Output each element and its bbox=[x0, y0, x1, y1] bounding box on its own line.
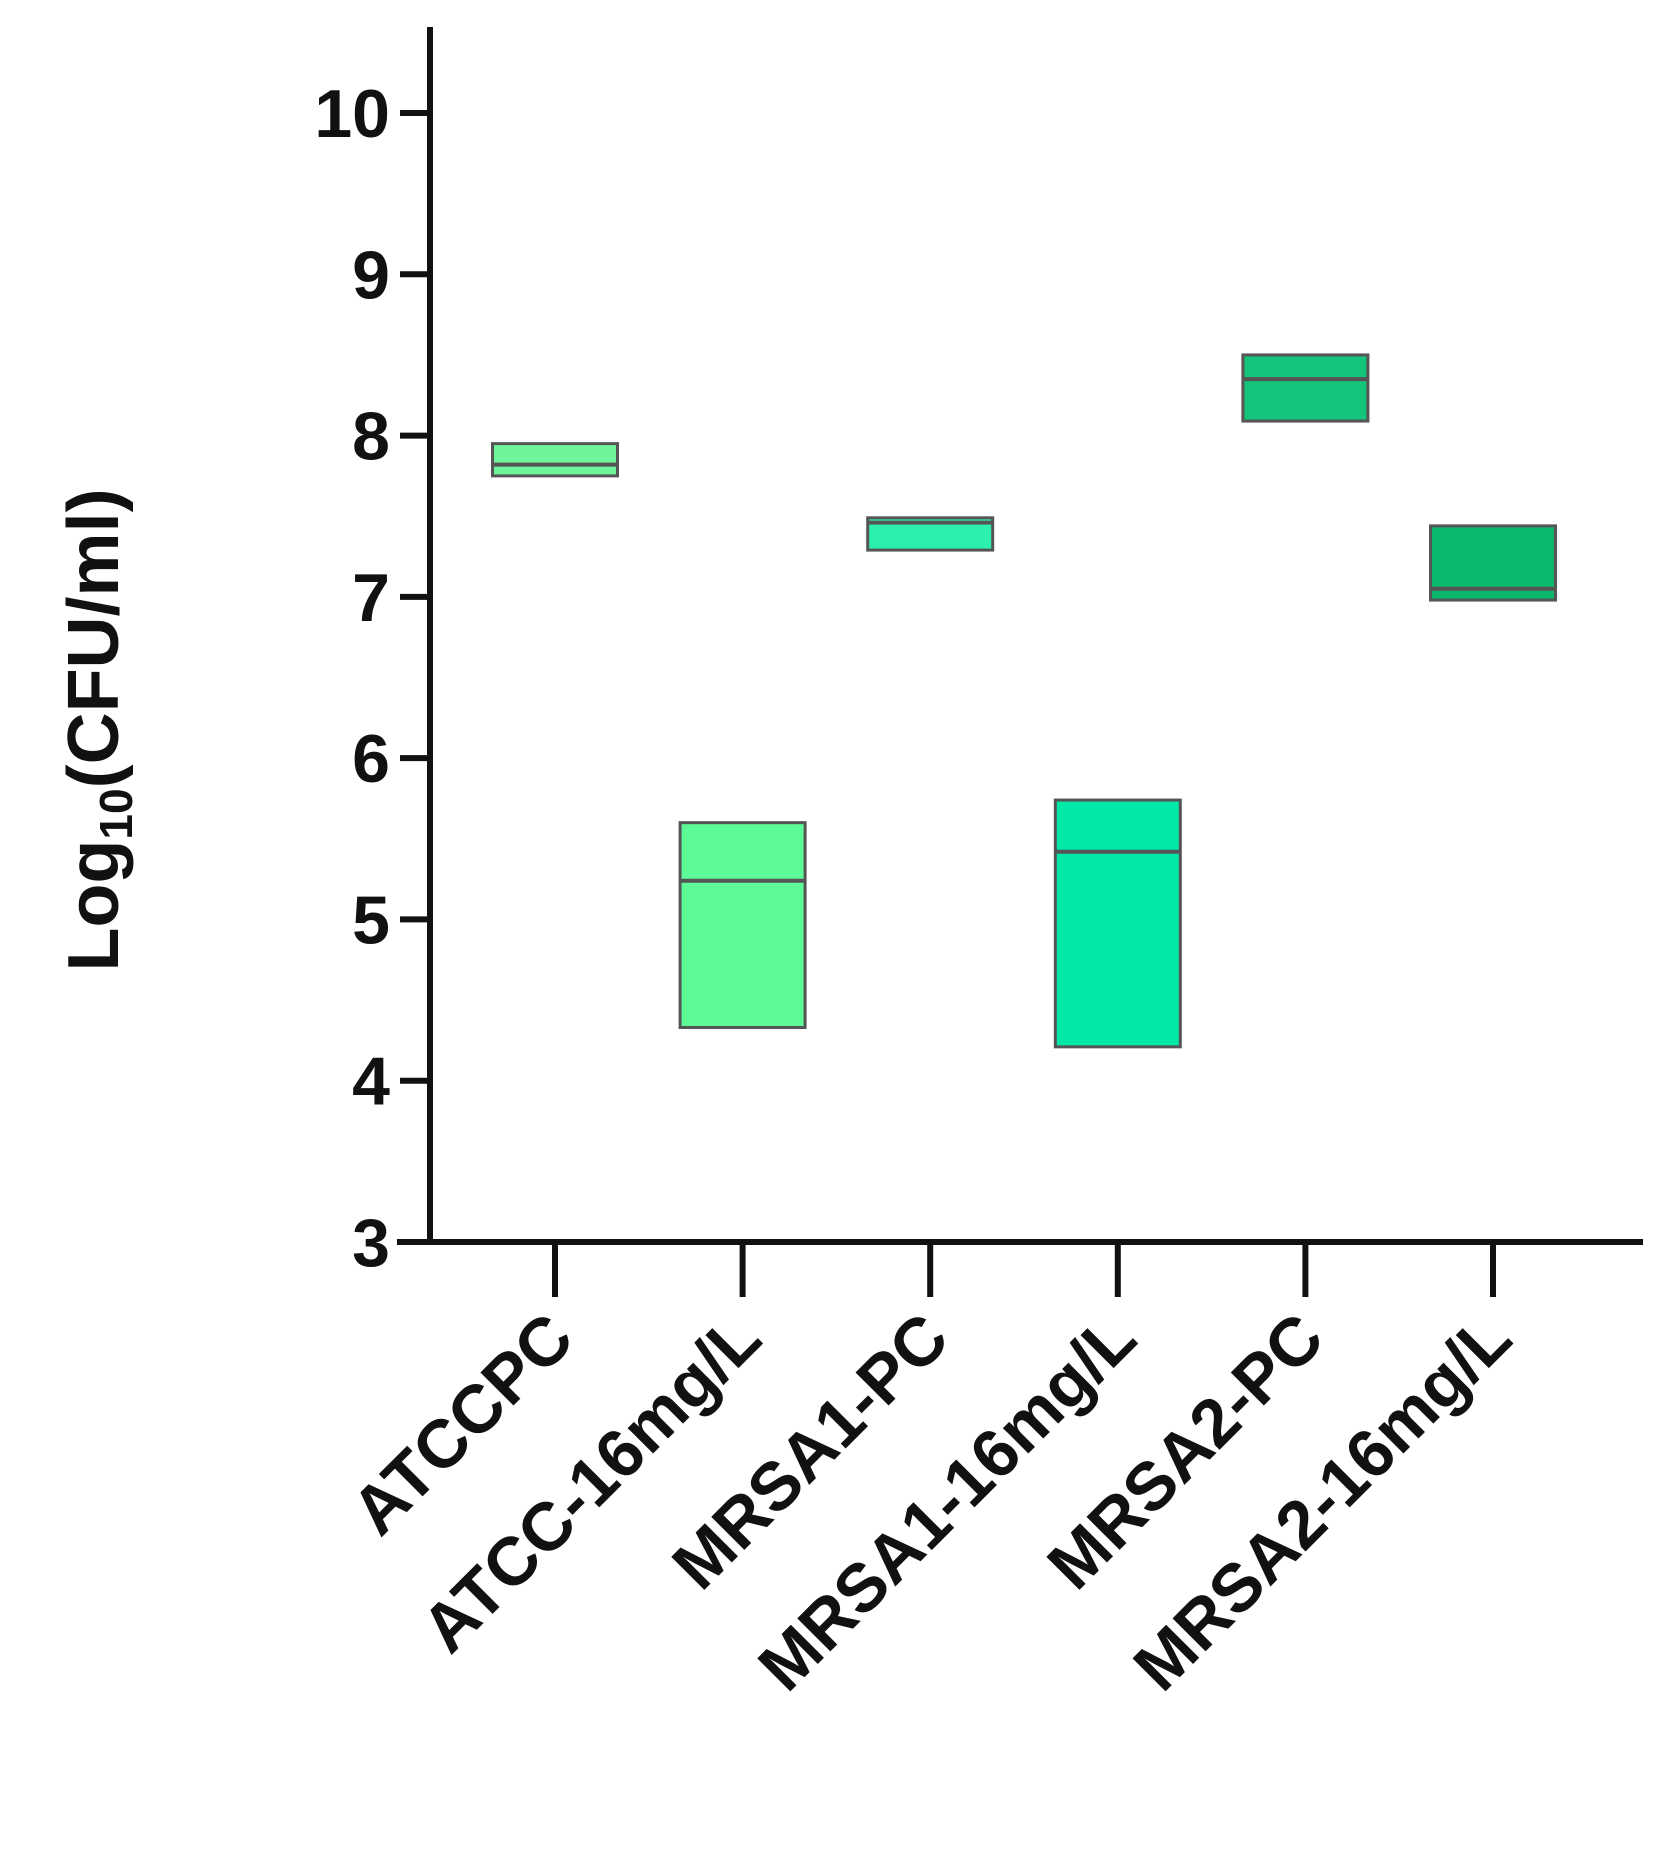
y-tick-label: 6 bbox=[352, 721, 390, 797]
y-axis-label: Log10(CFU/ml) bbox=[54, 488, 142, 971]
bar bbox=[678, 821, 807, 1029]
y-tick-label: 4 bbox=[352, 1044, 390, 1120]
y-axis-label-subscript: 10 bbox=[90, 788, 142, 839]
y-tick-label: 10 bbox=[314, 76, 390, 152]
bar bbox=[1053, 798, 1182, 1049]
bars bbox=[491, 353, 1557, 1049]
y-axis-ticks: 3 4 5 6 7 8 9 10 bbox=[314, 76, 430, 1281]
bar bbox=[1241, 353, 1370, 423]
y-tick-label: 7 bbox=[352, 560, 390, 636]
y-tick-label: 5 bbox=[352, 882, 390, 958]
y-tick-label: 8 bbox=[352, 399, 390, 475]
y-tick-label: 3 bbox=[352, 1205, 390, 1281]
y-axis-label-main: Log bbox=[54, 840, 134, 972]
x-axis-ticks: ATCCPCATCC-16mg/LMRSA1-PCMRSA1-16mg/LMRS… bbox=[337, 1242, 1526, 1705]
y-axis-label-unit: (CFU/ml) bbox=[54, 488, 134, 788]
y-tick-label: 9 bbox=[352, 237, 390, 313]
bar bbox=[491, 442, 619, 478]
x-tick-label: ATCC-16mg/L bbox=[407, 1299, 775, 1667]
